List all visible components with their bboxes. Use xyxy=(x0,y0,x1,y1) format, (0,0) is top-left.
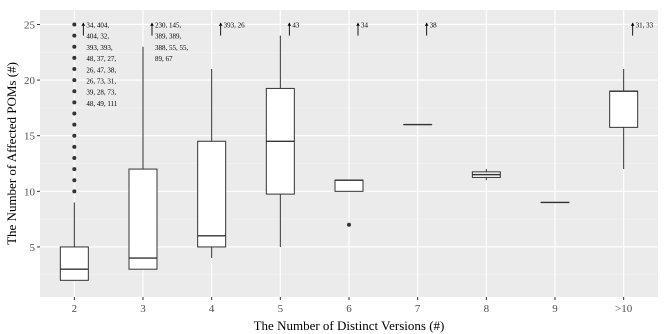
annotation-text: 388, 55, 55, xyxy=(155,44,189,52)
annotation-3: 230, 145, 389, 389, 388, 55, 55, 89, 67 xyxy=(150,21,189,63)
outlier-point xyxy=(72,22,77,27)
box-iqr xyxy=(128,168,158,270)
outlier-point xyxy=(72,44,77,49)
annotation-text: 43 xyxy=(292,21,300,29)
outlier-point xyxy=(72,100,77,105)
y-axis-title: The Number of Affected POMs (#) xyxy=(4,62,19,245)
annotation-text: 404, 32, xyxy=(86,33,109,41)
outlier-point xyxy=(72,66,77,71)
annotation-text: 26, 47, 38, xyxy=(86,66,116,74)
box-gt10 xyxy=(609,68,639,170)
annotation-text: 48, 49, 111 xyxy=(86,100,117,108)
annotation-text: 39, 28, 73, xyxy=(86,89,116,97)
annotation-text: 393, 393, xyxy=(86,44,113,52)
outlier-point xyxy=(72,144,77,149)
x-axis-title: The Number of Distinct Versions (#) xyxy=(254,318,445,333)
outlier-point xyxy=(72,189,77,194)
outlier-point xyxy=(72,122,77,127)
annotations-layer: 34, 404, 404, 32, 393, 393, 48, 37, 27, 26, … xyxy=(81,21,654,108)
box-4 xyxy=(197,68,227,259)
box-8 xyxy=(471,169,501,181)
annotation-text: 230, 145, xyxy=(155,21,182,29)
box-iqr xyxy=(609,90,639,128)
y-tick-label: 5 xyxy=(30,242,36,254)
outlier-point xyxy=(72,78,77,83)
x-tick-label: 7 xyxy=(415,303,421,315)
box-2 xyxy=(59,22,89,281)
box-5 xyxy=(265,35,295,247)
up-arrow-head xyxy=(424,22,429,26)
up-arrow-head xyxy=(356,22,360,26)
y-tick-label: 25 xyxy=(24,19,36,31)
annotation-text: 34 xyxy=(361,21,369,29)
boxes-layer xyxy=(59,22,639,281)
x-tick-label: 5 xyxy=(278,303,284,315)
x-tick-label: 2 xyxy=(72,303,78,315)
up-arrow-head xyxy=(630,22,635,26)
x-tick-label: 3 xyxy=(140,303,146,315)
annotation-text: 26, 73, 31, xyxy=(86,77,116,85)
outlier-point xyxy=(72,89,77,94)
annotation-gt10: 31, 33 xyxy=(630,21,654,36)
outlier-point xyxy=(72,111,77,116)
up-arrow-head xyxy=(150,22,154,26)
x-tick-label: 4 xyxy=(209,303,215,315)
outlier-point xyxy=(72,178,77,183)
annotation-text: 38 xyxy=(430,21,438,29)
y-tick-label: 10 xyxy=(24,186,36,198)
annotation-5: 43 xyxy=(287,21,300,36)
annotation-text: 48, 37, 27, xyxy=(86,55,116,63)
up-arrow-head xyxy=(81,22,86,26)
x-tick-label: 8 xyxy=(484,303,490,315)
up-arrow-head xyxy=(218,22,223,26)
box-6 xyxy=(334,179,364,227)
up-arrow-head xyxy=(287,22,292,26)
annotation-text: 31, 33 xyxy=(636,21,654,29)
outlier-point xyxy=(72,133,77,138)
outlier-point xyxy=(72,155,77,160)
box-iqr xyxy=(334,179,364,192)
outlier-point xyxy=(72,55,77,60)
outlier-point xyxy=(72,167,77,172)
annotation-text: 89, 67 xyxy=(155,55,173,63)
box-iqr xyxy=(197,140,227,248)
annotation-6: 34 xyxy=(356,21,369,36)
x-tick-label: 6 xyxy=(346,303,352,315)
annotation-text: 34, 404, xyxy=(86,21,109,29)
annotation-text: 389, 389, xyxy=(155,33,182,41)
x-tick-label: 9 xyxy=(552,303,558,315)
annotation-4: 393, 26 xyxy=(218,21,246,36)
box-3 xyxy=(128,46,158,270)
x-tick-label: >10 xyxy=(615,303,633,315)
y-tick-label: 20 xyxy=(24,75,36,87)
y-tick-label: 15 xyxy=(24,131,36,143)
box-iqr xyxy=(59,246,89,281)
annotation-2: 34, 404, 404, 32, 393, 393, 48, 37, 27, 26, … xyxy=(81,21,118,108)
outlier-point xyxy=(347,222,351,227)
annotation-7: 38 xyxy=(424,21,438,36)
annotation-text: 393, 26 xyxy=(224,21,246,29)
outlier-point xyxy=(72,33,77,38)
